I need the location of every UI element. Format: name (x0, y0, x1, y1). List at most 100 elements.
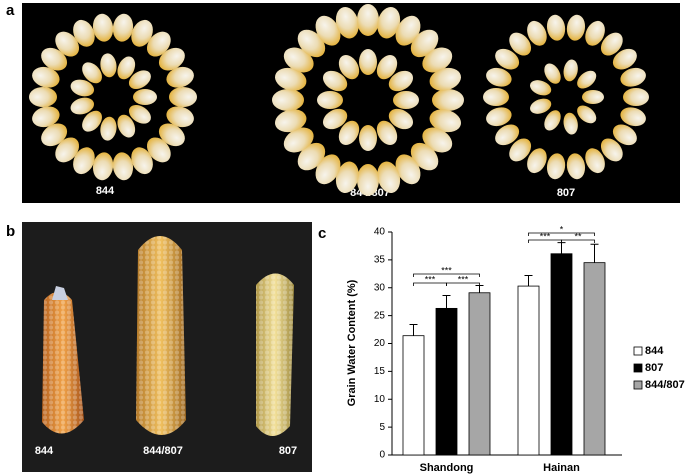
kernel (585, 20, 605, 46)
kernel (166, 66, 194, 88)
legend-swatch (633, 380, 643, 390)
y-tick-label: 20 (374, 338, 386, 349)
kernel (146, 31, 171, 57)
kernel (388, 70, 414, 92)
y-tick-label: 15 (374, 366, 386, 377)
bar (517, 285, 540, 456)
panel-label: a (6, 2, 15, 19)
kernel (70, 97, 95, 115)
kernel (275, 67, 307, 91)
kernel (546, 14, 566, 41)
kernel (357, 4, 379, 36)
bar (550, 253, 573, 456)
kernel (73, 147, 95, 175)
kernel (620, 67, 646, 87)
kernel (322, 108, 348, 130)
kernel (297, 29, 326, 58)
kernel (166, 106, 194, 128)
caption: 844 (35, 445, 54, 457)
kernel (357, 164, 379, 196)
corn-ear-texture (42, 292, 84, 434)
kernel (530, 80, 552, 96)
panel-label: c (318, 225, 326, 242)
kernel (315, 154, 341, 185)
y-axis-label: Grain Water Content (%) (346, 279, 358, 406)
kernel (117, 114, 136, 138)
error-bar (590, 243, 599, 263)
panel-a: a 844 844/807 807 (6, 2, 680, 203)
kernel (509, 32, 532, 56)
significance-label: *** (441, 265, 452, 275)
kernel (530, 98, 552, 114)
kernel (317, 91, 343, 109)
kernel (544, 63, 561, 84)
ear-tip (52, 286, 68, 300)
kernel (55, 31, 80, 57)
kernel (377, 161, 401, 193)
significance-label: ** (574, 231, 582, 241)
kernel (158, 47, 185, 71)
kernel (577, 105, 597, 124)
kernel (623, 88, 649, 106)
kernel (32, 106, 60, 128)
kernel (566, 14, 586, 41)
kernel (359, 49, 377, 75)
significance-label: *** (540, 231, 551, 241)
kernel (612, 48, 637, 70)
kernel (563, 59, 578, 82)
kernel (100, 116, 117, 141)
kernel (41, 47, 68, 71)
y-tick-label: 10 (374, 394, 386, 405)
kernel (432, 89, 464, 111)
kernel (429, 67, 461, 91)
kernel (546, 153, 566, 180)
kernel (133, 89, 157, 105)
kernel (410, 29, 439, 58)
kernel (297, 142, 326, 171)
y-tick-label: 30 (374, 282, 386, 293)
error-bar (442, 295, 451, 309)
panel-c: c Grain Water Content (%) 0 5 10 15 20 25 30 35… (318, 224, 685, 474)
significance-label: *** (425, 274, 436, 284)
y-tick-label: 40 (374, 227, 386, 238)
kernel (585, 148, 605, 174)
y-tick-label: 0 (379, 450, 385, 461)
error-bar (409, 324, 418, 336)
kernel (483, 88, 509, 106)
kernel (612, 124, 637, 146)
legend-label: 844 (645, 345, 664, 357)
kernel (92, 13, 114, 42)
kernel (495, 124, 520, 146)
y-tick-label: 35 (374, 255, 386, 266)
kernel (112, 13, 134, 42)
kernel (82, 62, 102, 84)
bar (583, 262, 606, 456)
legend-label: 807 (645, 362, 663, 374)
x-tick-label: Hainan (543, 462, 580, 474)
kernel (272, 89, 304, 111)
error-bar (524, 274, 533, 287)
kernel (376, 54, 398, 80)
legend-swatch (633, 363, 643, 373)
kernel (70, 79, 95, 97)
corn-ear-texture (256, 273, 294, 436)
kernel (128, 70, 151, 90)
kernel (283, 47, 314, 73)
kernel (422, 47, 453, 73)
caption: 844/807 (143, 445, 183, 457)
significance-bracket (446, 282, 480, 286)
kernel (131, 147, 153, 175)
legend-swatch (633, 346, 643, 356)
significance-bracket (528, 232, 595, 236)
kernel (29, 87, 57, 107)
kernel (563, 112, 578, 135)
kernel (41, 123, 68, 147)
kernel (283, 127, 314, 153)
kernel (335, 161, 359, 193)
kernel (275, 109, 307, 133)
kernel (377, 7, 401, 39)
kernel (582, 90, 604, 104)
kernel (527, 20, 547, 46)
